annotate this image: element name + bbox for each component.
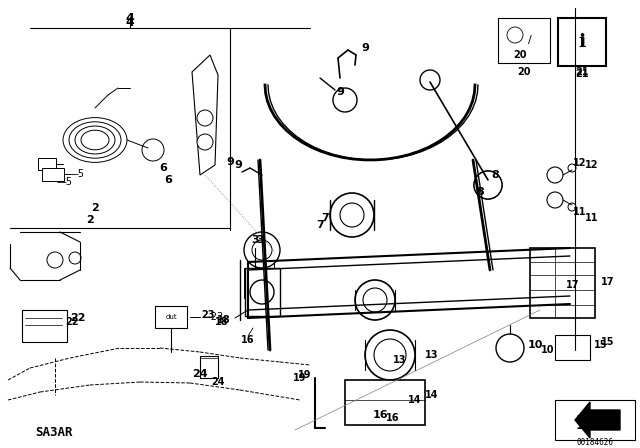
Circle shape: [496, 334, 524, 362]
Text: 24: 24: [211, 377, 225, 387]
Text: 7: 7: [316, 220, 324, 230]
Text: 6: 6: [159, 163, 167, 173]
Text: 24: 24: [192, 369, 208, 379]
Text: 23: 23: [201, 310, 215, 320]
Text: —23: —23: [202, 312, 224, 322]
Circle shape: [252, 240, 272, 260]
Circle shape: [365, 330, 415, 380]
Text: i: i: [579, 33, 586, 51]
Circle shape: [340, 203, 364, 227]
Text: 15: 15: [601, 337, 615, 347]
Bar: [22, 310, 67, 342]
Text: 21: 21: [575, 69, 589, 79]
Circle shape: [250, 280, 274, 304]
Text: 16: 16: [241, 335, 255, 345]
Text: —5: —5: [69, 169, 85, 179]
Text: 20: 20: [517, 67, 531, 77]
Text: 16: 16: [372, 410, 388, 420]
Text: 2: 2: [91, 203, 99, 213]
Bar: [155, 306, 187, 328]
Circle shape: [333, 88, 357, 112]
Bar: [555, 400, 635, 440]
Text: 12: 12: [585, 160, 599, 170]
Text: 10: 10: [541, 345, 555, 355]
Bar: [245, 268, 280, 316]
Text: 20: 20: [513, 50, 527, 60]
Bar: [555, 335, 590, 360]
Circle shape: [197, 134, 213, 150]
Text: 13: 13: [425, 350, 439, 360]
Bar: [558, 18, 606, 66]
Circle shape: [474, 171, 502, 199]
Text: 9: 9: [336, 87, 344, 97]
Circle shape: [47, 252, 63, 268]
Text: 10: 10: [527, 340, 543, 350]
Text: 18: 18: [217, 315, 231, 325]
Text: SA3AR: SA3AR: [35, 426, 72, 439]
Text: 1: 1: [575, 414, 584, 426]
Text: 19: 19: [298, 370, 312, 380]
Text: 14: 14: [408, 395, 422, 405]
Text: 11: 11: [573, 207, 587, 217]
Polygon shape: [575, 402, 620, 438]
Text: 6: 6: [164, 175, 172, 185]
Text: 22: 22: [70, 313, 86, 323]
Bar: [530, 248, 595, 318]
Text: 18: 18: [215, 317, 229, 327]
Circle shape: [197, 110, 213, 126]
Bar: [38, 158, 56, 170]
Text: dut: dut: [165, 314, 177, 320]
Text: 8: 8: [476, 187, 484, 197]
Circle shape: [374, 339, 406, 371]
Circle shape: [330, 193, 374, 237]
Text: 7: 7: [321, 213, 329, 223]
Text: 8: 8: [491, 170, 499, 180]
Text: —5: —5: [57, 177, 73, 187]
Text: 19: 19: [293, 373, 307, 383]
Text: 22: 22: [65, 317, 79, 327]
Bar: [345, 380, 425, 425]
Text: 16: 16: [387, 413, 400, 423]
Text: 21: 21: [575, 67, 589, 77]
Text: 17: 17: [601, 277, 615, 287]
Circle shape: [474, 171, 502, 199]
Circle shape: [547, 167, 563, 183]
Bar: [498, 18, 550, 63]
Circle shape: [568, 203, 576, 211]
Text: 12: 12: [573, 158, 587, 168]
Text: /: /: [528, 35, 532, 45]
Text: 11: 11: [585, 213, 599, 223]
Text: 15: 15: [595, 340, 608, 350]
Circle shape: [69, 252, 81, 264]
Text: 2: 2: [86, 215, 94, 225]
Text: 9: 9: [234, 160, 242, 170]
Circle shape: [420, 70, 440, 90]
Text: 4: 4: [125, 12, 134, 25]
Circle shape: [244, 232, 280, 268]
Circle shape: [507, 27, 523, 43]
Text: 13: 13: [393, 355, 407, 365]
Text: 14: 14: [425, 390, 439, 400]
Bar: [256, 262, 274, 294]
Circle shape: [568, 164, 576, 172]
Circle shape: [363, 288, 387, 312]
Bar: [244, 268, 262, 298]
Circle shape: [547, 192, 563, 208]
Circle shape: [142, 139, 164, 161]
Bar: [42, 168, 64, 181]
Polygon shape: [192, 55, 218, 175]
Text: 17: 17: [566, 280, 580, 290]
Text: 4: 4: [125, 16, 134, 29]
Bar: [200, 356, 218, 378]
Text: 00184626: 00184626: [577, 438, 614, 447]
Text: 1: 1: [575, 418, 584, 431]
Circle shape: [355, 280, 395, 320]
Text: 3: 3: [256, 235, 264, 245]
Text: 3: 3: [251, 235, 259, 245]
Text: 9: 9: [226, 157, 234, 167]
Text: 9: 9: [361, 43, 369, 53]
